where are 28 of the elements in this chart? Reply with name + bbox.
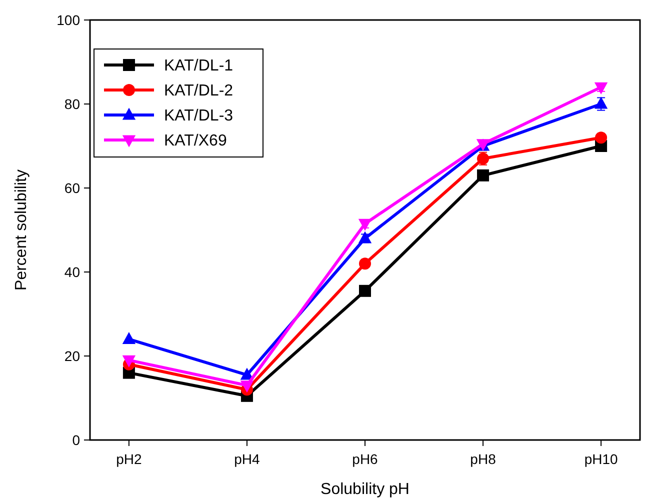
y-axis-title: Percent solubility [13, 170, 30, 290]
point [122, 355, 136, 368]
x-tick-label: pH2 [116, 451, 142, 467]
legend-label: KAT/DL-3 [164, 108, 234, 125]
x-tick-label: pH4 [234, 451, 260, 467]
point [594, 82, 608, 94]
point [359, 258, 371, 270]
legend-label: KAT/DL-1 [164, 58, 234, 75]
x-axis-title: Solubility pH [320, 481, 410, 498]
y-tick-label: 40 [64, 264, 80, 280]
legend-label: KAT/X69 [164, 132, 227, 150]
point [477, 169, 490, 182]
y-tick-label: 0 [72, 432, 80, 448]
x-tick-label: pH8 [470, 451, 496, 467]
point [358, 231, 372, 244]
point [358, 218, 372, 231]
point [595, 132, 608, 144]
point [240, 380, 254, 393]
point [122, 332, 136, 344]
x-tick-label: pH6 [352, 451, 378, 467]
y-tick-label: 60 [64, 180, 80, 196]
point [594, 96, 608, 109]
point [359, 284, 371, 297]
y-tick-label: 20 [64, 348, 80, 364]
legend-label: KAT/DL-2 [164, 82, 234, 100]
x-tick-label: pH10 [584, 451, 618, 467]
y-tick-label: 100 [56, 12, 80, 28]
y-tick-label: 80 [64, 96, 80, 112]
